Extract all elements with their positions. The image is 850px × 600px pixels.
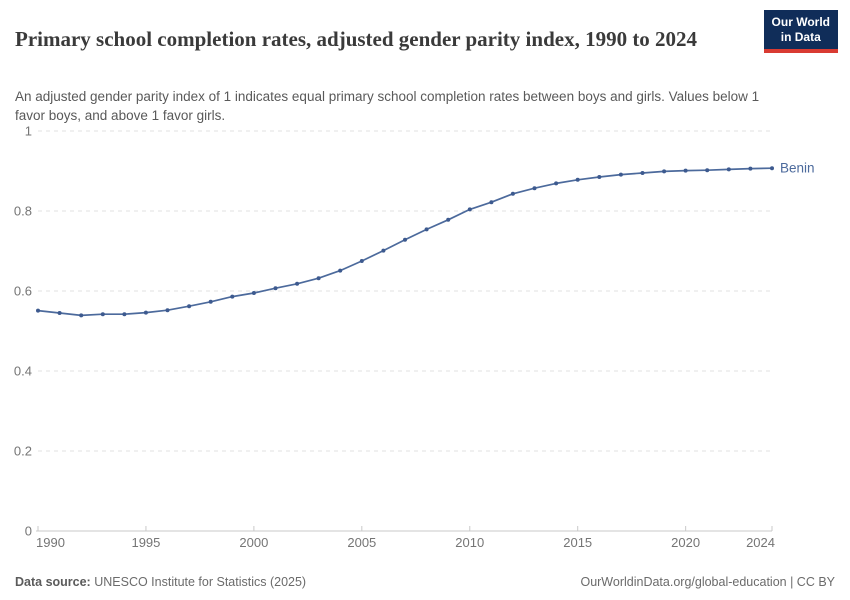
- data-point[interactable]: [424, 227, 429, 232]
- x-tick-label: 2024: [746, 535, 775, 550]
- y-tick-label: 0: [25, 524, 32, 539]
- data-point[interactable]: [770, 166, 774, 171]
- data-point[interactable]: [187, 304, 192, 309]
- data-point[interactable]: [230, 294, 235, 299]
- data-source: Data source: UNESCO Institute for Statis…: [15, 575, 306, 589]
- data-point[interactable]: [403, 237, 407, 242]
- x-tick-label: 1990: [36, 535, 65, 550]
- chart-footer: Data source: UNESCO Institute for Statis…: [15, 575, 835, 589]
- x-tick-label: 1995: [131, 535, 160, 550]
- data-point[interactable]: [467, 207, 472, 212]
- y-tick-label: 0.8: [14, 204, 32, 219]
- data-point[interactable]: [57, 311, 62, 315]
- data-point[interactable]: [510, 191, 515, 196]
- data-point[interactable]: [575, 177, 580, 182]
- x-tick-label: 2000: [239, 535, 268, 550]
- owid-logo-line2: in Data: [780, 29, 821, 44]
- owid-logo-line1: Our World: [771, 15, 830, 29]
- data-point[interactable]: [532, 186, 537, 191]
- data-point[interactable]: [726, 167, 731, 172]
- data-source-label: Data source:: [15, 575, 91, 589]
- data-point[interactable]: [489, 200, 494, 205]
- data-point[interactable]: [381, 248, 386, 253]
- data-point[interactable]: [122, 312, 127, 317]
- data-point[interactable]: [143, 310, 148, 315]
- x-tick-label: 2020: [671, 535, 700, 550]
- data-point[interactable]: [446, 217, 451, 222]
- data-point[interactable]: [683, 168, 688, 173]
- y-tick-label: 1: [25, 124, 32, 139]
- entity-label[interactable]: Benin: [780, 161, 815, 176]
- data-point[interactable]: [251, 291, 256, 295]
- data-point[interactable]: [36, 308, 40, 313]
- data-point[interactable]: [597, 175, 602, 179]
- data-point[interactable]: [640, 171, 645, 175]
- owid-logo[interactable]: Our World in Data: [763, 10, 838, 53]
- y-tick-label: 0.2: [14, 444, 32, 459]
- chart-title: Primary school completion rates, adjuste…: [15, 27, 698, 52]
- x-tick-label: 2010: [455, 535, 484, 550]
- data-point[interactable]: [295, 281, 300, 286]
- chart-subtitle: An adjusted gender parity index of 1 ind…: [15, 88, 760, 123]
- data-point[interactable]: [273, 286, 278, 291]
- data-point[interactable]: [208, 299, 213, 304]
- data-point[interactable]: [554, 181, 559, 186]
- data-point[interactable]: [359, 259, 364, 263]
- data-point[interactable]: [705, 168, 710, 173]
- rights-link[interactable]: OurWorldinData.org/global-education | CC…: [580, 575, 835, 589]
- chart-canvas[interactable]: 0 0.2 0.4 0.6 0.8 1 1990 1995 2000 2005 2010 2015 20…: [0, 118, 850, 563]
- y-tick-label: 0.6: [14, 284, 32, 299]
- data-point[interactable]: [316, 276, 321, 281]
- y-tick-label: 0.4: [14, 364, 32, 379]
- data-point[interactable]: [338, 268, 343, 273]
- data-source-text: UNESCO Institute for Statistics (2025): [94, 575, 307, 589]
- data-point[interactable]: [662, 169, 667, 174]
- data-point[interactable]: [165, 308, 170, 313]
- x-tick-label: 2015: [563, 535, 592, 550]
- data-point[interactable]: [748, 166, 753, 171]
- data-point[interactable]: [79, 313, 84, 318]
- data-point[interactable]: [618, 172, 623, 177]
- x-tick-label: 2005: [347, 535, 376, 550]
- data-point[interactable]: [100, 312, 105, 317]
